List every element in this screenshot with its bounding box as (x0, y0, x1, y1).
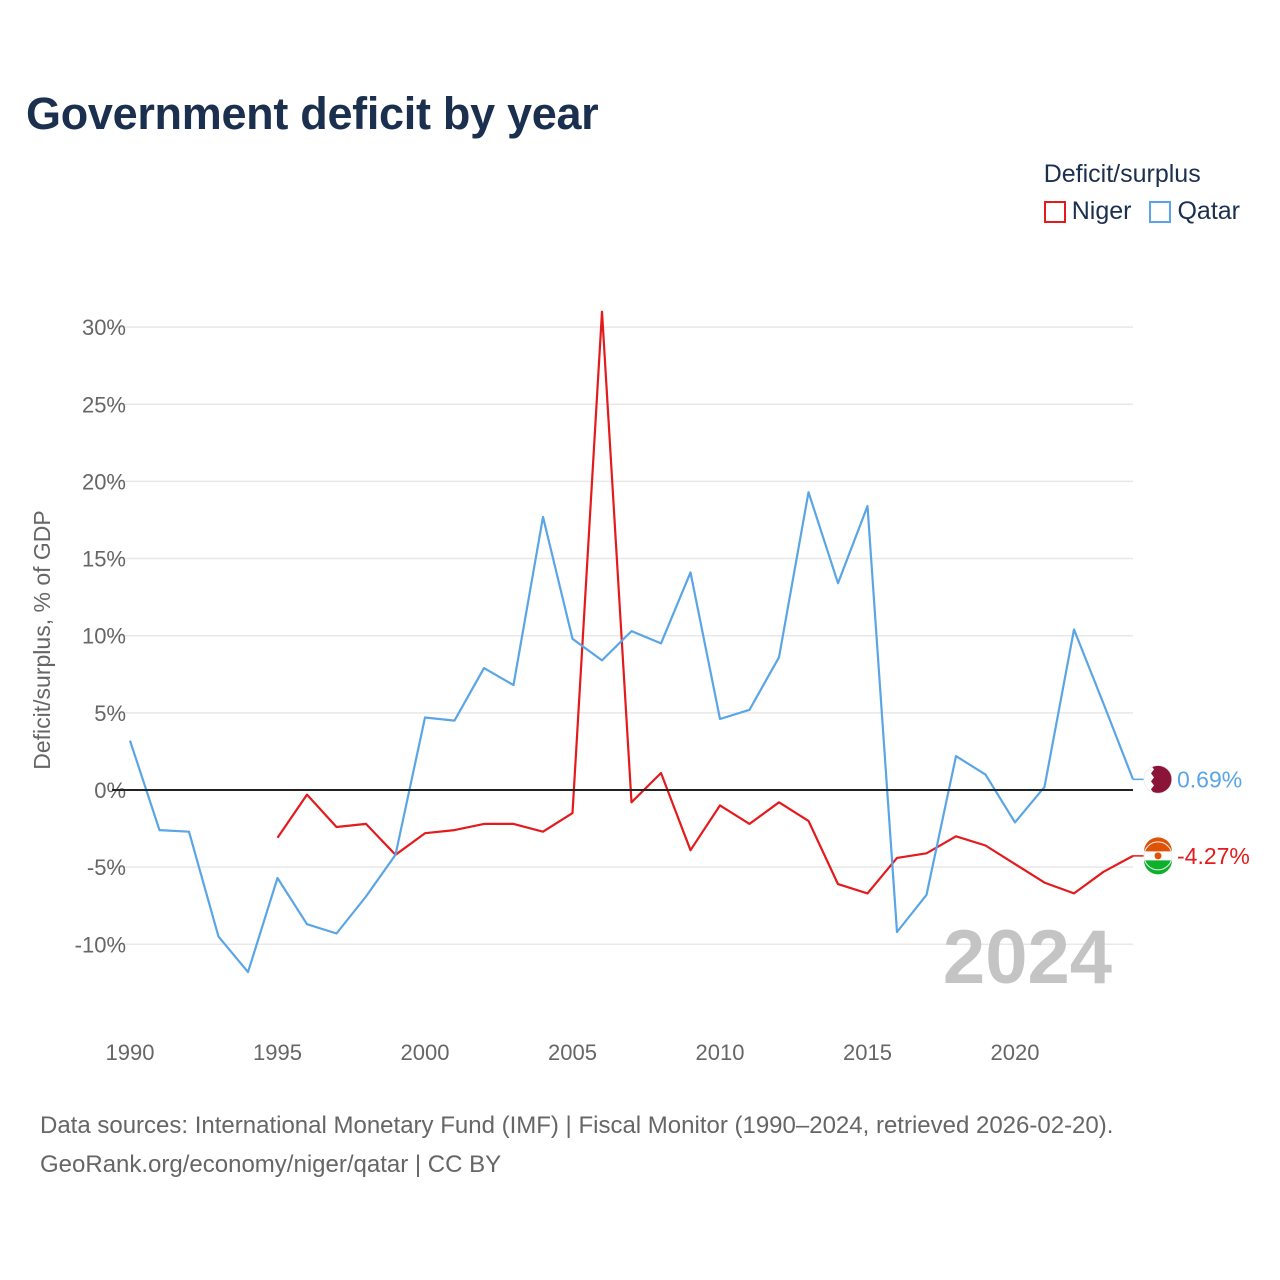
current-year-label: 2024 (943, 915, 1112, 1000)
qatar-flag-icon (1143, 764, 1173, 794)
y-tick-label: 20% (82, 469, 126, 494)
source-line-1: Data sources: International Monetary Fun… (40, 1112, 1114, 1139)
niger-flag-icon (1143, 837, 1173, 875)
x-tick-label: 1990 (106, 1040, 155, 1065)
series-line-qatar (128, 491, 1135, 974)
legend-title: Deficit/surplus (1043, 160, 1201, 188)
x-tick-label: 1995 (253, 1040, 302, 1065)
y-axis-label: Deficit/surplus, % of GDP (29, 510, 55, 769)
x-tick-label: 2005 (548, 1040, 597, 1065)
chart-title: Government deficit by year (26, 88, 599, 139)
end-value-label-qatar: 0.69% (1177, 766, 1242, 792)
series-lines (128, 310, 1135, 974)
end-markers: -4.27% 0.69% (1133, 764, 1250, 875)
y-tick-label: 5% (94, 701, 126, 726)
end-value-label-niger: -4.27% (1177, 843, 1250, 869)
x-tick-label: 2000 (401, 1040, 450, 1065)
y-tick-label: 15% (82, 547, 126, 572)
source-line-2[interactable]: GeoRank.org/economy/niger/qatar | CC BY (40, 1151, 502, 1178)
legend-label-niger: Niger (1071, 197, 1132, 225)
x-tick-label: 2010 (696, 1040, 745, 1065)
y-tick-label: -5% (87, 855, 126, 880)
y-axis-ticks: 30%25%20%15%10%5%0%-5%-10% (75, 315, 126, 957)
x-tick-label: 2020 (991, 1040, 1040, 1065)
y-tick-label: -10% (75, 932, 126, 957)
gridlines (112, 326, 1133, 946)
x-tick-label: 2015 (843, 1040, 892, 1065)
source-note: Data sources: International Monetary Fun… (40, 1106, 1113, 1184)
line-chart: 30%25%20%15%10%5%0%-5%-10% 1990 1995 2000 2… (29, 310, 1250, 1065)
legend-swatch-qatar (1149, 200, 1172, 223)
y-tick-label: 30% (82, 315, 126, 340)
legend-swatch-niger (1043, 200, 1066, 223)
y-tick-label: 10% (82, 624, 126, 649)
legend: Deficit/surplus Niger Qatar (1043, 160, 1240, 226)
legend-item-niger[interactable]: Niger (1043, 197, 1132, 226)
y-tick-label: 25% (82, 392, 126, 417)
x-axis-ticks: 1990 1995 2000 2005 2010 2015 2020 (106, 1040, 1040, 1065)
legend-item-qatar[interactable]: Qatar (1149, 197, 1240, 226)
series-line-niger (276, 310, 1134, 895)
legend-label-qatar: Qatar (1177, 197, 1240, 225)
